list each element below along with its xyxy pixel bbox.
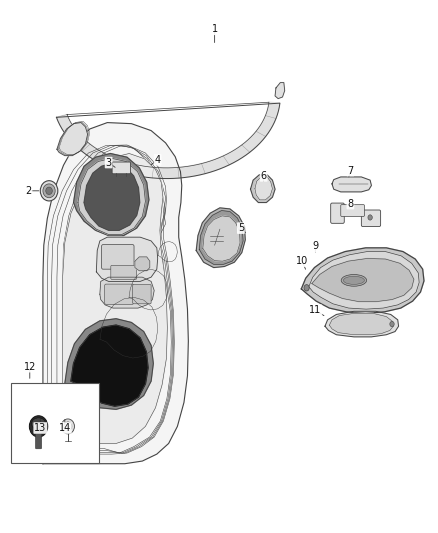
Text: 5: 5 [238,223,244,233]
FancyBboxPatch shape [35,433,42,449]
Ellipse shape [40,181,58,201]
FancyBboxPatch shape [331,203,344,223]
Polygon shape [74,154,149,236]
FancyBboxPatch shape [341,205,364,216]
FancyBboxPatch shape [111,265,137,279]
Polygon shape [71,325,148,406]
Text: 10: 10 [296,256,308,266]
Polygon shape [275,83,285,99]
Text: 13: 13 [34,423,46,433]
Polygon shape [43,123,188,464]
FancyBboxPatch shape [11,383,99,463]
Polygon shape [301,248,424,313]
FancyBboxPatch shape [133,285,151,304]
Polygon shape [332,177,371,192]
Polygon shape [135,257,150,271]
Polygon shape [65,319,153,409]
Polygon shape [63,154,167,448]
Polygon shape [57,123,88,156]
Ellipse shape [343,276,364,285]
Ellipse shape [61,419,74,434]
Text: 1: 1 [212,25,218,34]
Text: 3: 3 [106,158,112,167]
Ellipse shape [67,425,69,428]
Ellipse shape [341,274,367,286]
FancyBboxPatch shape [105,284,134,304]
Ellipse shape [390,321,394,327]
Polygon shape [199,211,243,264]
Text: 2: 2 [25,186,32,196]
Ellipse shape [368,215,372,220]
Polygon shape [251,175,275,203]
Text: 9: 9 [312,241,318,251]
Text: 12: 12 [24,362,36,372]
Polygon shape [78,158,145,235]
Ellipse shape [29,416,48,437]
Polygon shape [309,252,419,309]
Text: 11: 11 [309,305,321,315]
Polygon shape [329,313,393,335]
Polygon shape [255,177,272,200]
Ellipse shape [43,184,55,198]
Polygon shape [325,311,399,337]
Ellipse shape [64,422,72,431]
FancyBboxPatch shape [361,210,381,227]
Text: 7: 7 [347,166,353,175]
Text: 14: 14 [59,423,71,433]
Polygon shape [196,208,245,268]
Polygon shape [57,102,280,179]
Text: 4: 4 [155,155,161,165]
FancyBboxPatch shape [102,245,134,269]
FancyBboxPatch shape [112,162,131,174]
Polygon shape [96,237,158,281]
Ellipse shape [46,187,53,195]
Ellipse shape [304,285,309,291]
Text: 8: 8 [347,199,353,208]
Text: 6: 6 [261,171,267,181]
Polygon shape [84,163,140,230]
Polygon shape [312,259,414,302]
Polygon shape [100,277,154,308]
Ellipse shape [32,418,46,430]
Polygon shape [203,216,240,261]
